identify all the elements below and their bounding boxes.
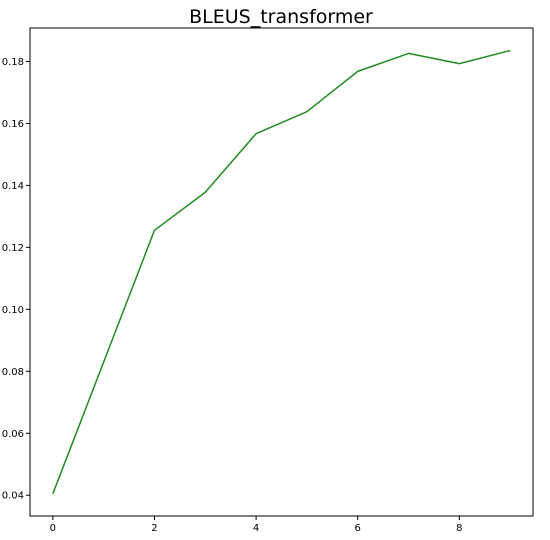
series-line [52,49,511,494]
y-tick-label: 0.04 [2,491,24,502]
series-layer [52,49,511,494]
x-tick-label: 6 [355,523,361,534]
y-tick-label: 0.14 [2,181,24,192]
x-tick-label: 2 [151,523,157,534]
y-tick-label: 0.18 [2,57,24,68]
y-tick-label: 0.06 [2,429,24,440]
y-tick-label: 0.16 [2,119,24,130]
y-tick-label: 0.12 [2,243,24,254]
x-tick-label: 8 [456,523,462,534]
plot-frame [29,27,534,517]
y-axis: 0.04 0.06 0.08 0.10 0.12 0.14 0.16 0.18 [2,57,30,502]
x-tick-label: 4 [253,523,259,534]
y-tick-label: 0.08 [2,367,24,378]
chart-title: BLEUS_transformer [189,6,373,28]
x-tick-label: 0 [50,523,56,534]
y-tick-label: 0.10 [2,305,24,316]
x-axis: 0 2 4 6 8 [50,516,463,534]
